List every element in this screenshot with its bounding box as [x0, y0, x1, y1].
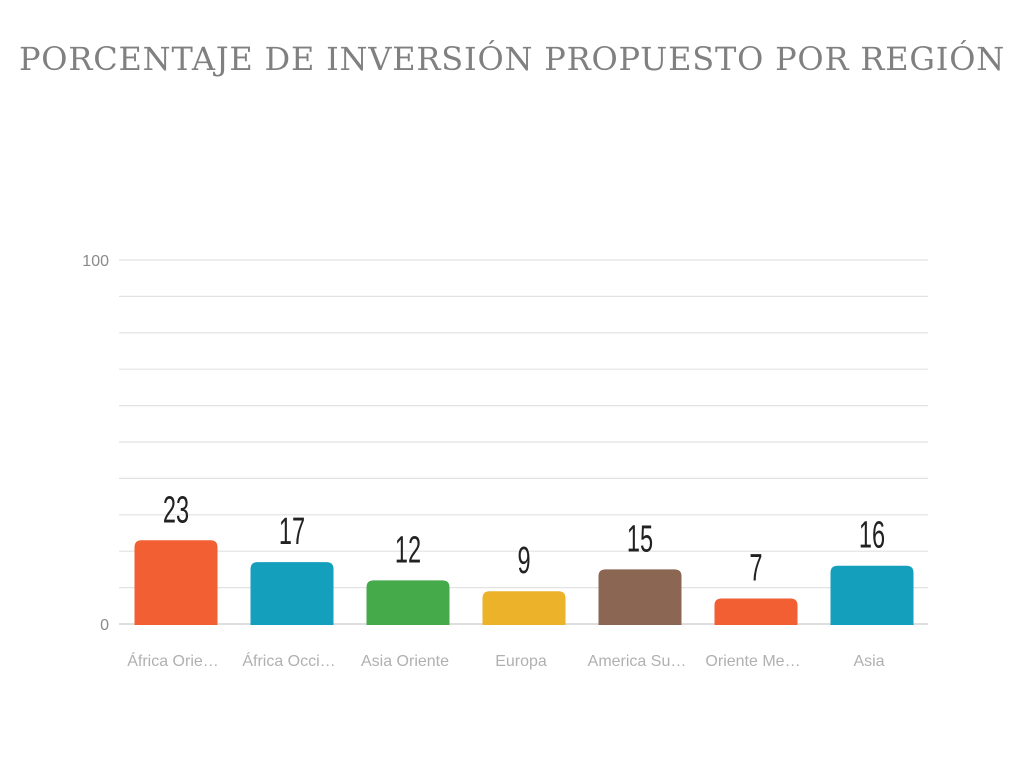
category-label: Europa — [495, 653, 547, 670]
category-label: África Orie… — [127, 651, 219, 670]
category-labels: África Orie… África Occi… Asia Oriente Euro… — [127, 651, 884, 670]
data-label: 12 — [395, 527, 421, 570]
bar — [830, 565, 914, 625]
bar — [482, 591, 566, 625]
category-label: Oriente Me… — [705, 653, 800, 670]
data-labels: 23 17 12 9 15 7 16 — [163, 487, 885, 589]
chart-title: PORCENTAJE DE INVERSIÓN PROPUESTO POR RE… — [18, 40, 1006, 78]
data-label: 17 — [279, 509, 305, 552]
bar — [134, 540, 218, 625]
data-label: 16 — [859, 513, 885, 556]
data-label: 9 — [517, 538, 530, 581]
bar — [714, 598, 798, 625]
category-label: Asia — [853, 653, 884, 670]
bar — [250, 562, 334, 625]
category-label: Asia Oriente — [361, 653, 449, 670]
category-label: África Occi… — [242, 651, 335, 670]
bar — [366, 580, 450, 625]
data-label: 23 — [163, 487, 189, 530]
bar — [598, 569, 682, 625]
data-label: 7 — [749, 546, 762, 589]
y-tick-label: 100 — [82, 253, 109, 270]
data-label: 15 — [627, 517, 653, 560]
bars — [134, 540, 914, 625]
y-axis-ticks: 0 100 — [82, 253, 109, 634]
category-label: America Su… — [588, 653, 687, 670]
y-tick-label: 0 — [100, 617, 109, 634]
gridlines — [119, 259, 928, 625]
